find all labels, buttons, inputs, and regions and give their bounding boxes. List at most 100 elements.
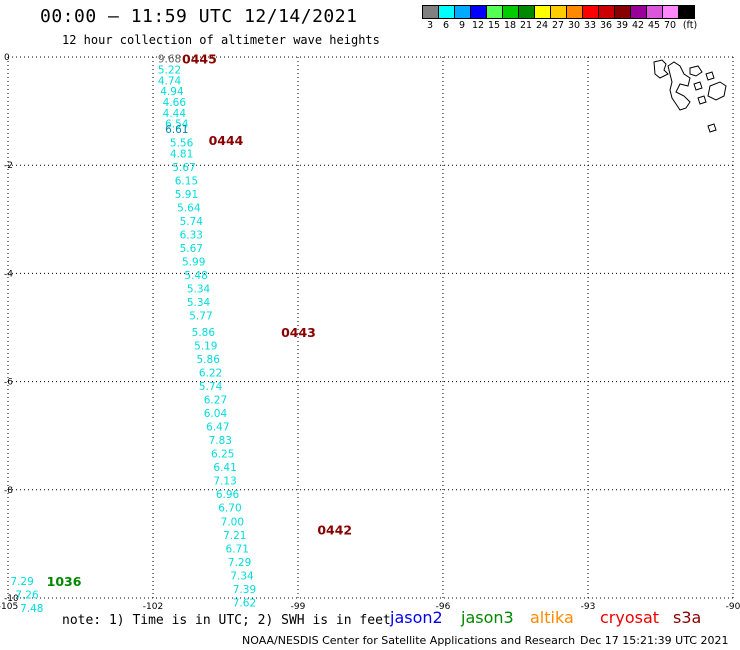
legend-label: 33 bbox=[583, 20, 597, 31]
swh-value: 6.33 bbox=[180, 230, 203, 242]
footer-note: note: 1) Time is in UTC; 2) SWH is in fe… bbox=[62, 613, 391, 628]
color-legend: 3 6 9 12 15 18 21 24 27 30 33 36 39 42 45 70 (ft) bbox=[422, 5, 698, 31]
lon-tick-label: -93 bbox=[581, 602, 596, 612]
lat-tick-label: -4 bbox=[4, 269, 13, 279]
swh-value: 5.67 bbox=[180, 243, 203, 255]
legend-swatch bbox=[678, 5, 695, 19]
lon-tick-label: -99 bbox=[291, 602, 306, 612]
swh-value: 5.99 bbox=[182, 257, 205, 269]
swh-value: 5.86 bbox=[197, 354, 221, 366]
pass-time-label: 0443 bbox=[281, 325, 316, 340]
swh-value: 4.81 bbox=[170, 148, 193, 160]
swh-value: 6.27 bbox=[204, 395, 227, 407]
satellite-legend-item: altika bbox=[530, 608, 574, 627]
swh-value: 5.22 bbox=[158, 65, 181, 77]
swh-value: 6.04 bbox=[204, 408, 228, 420]
legend-swatches bbox=[422, 5, 695, 19]
swh-value: 7.34 bbox=[230, 570, 254, 582]
swh-value: 6.47 bbox=[206, 422, 229, 434]
lon-tick-label: -96 bbox=[436, 602, 451, 612]
swh-value: 7.39 bbox=[233, 584, 256, 596]
island-shape bbox=[667, 61, 691, 111]
legend-label: 30 bbox=[567, 20, 581, 31]
pass-time-label: 0445 bbox=[182, 52, 217, 67]
swh-value: 9.68 bbox=[158, 54, 181, 66]
map-grid bbox=[7, 56, 734, 599]
swh-value: 7.29 bbox=[10, 576, 33, 588]
swh-value: 7.62 bbox=[233, 597, 256, 609]
swh-value: 7.48 bbox=[20, 603, 43, 615]
legend-label: 18 bbox=[503, 20, 517, 31]
satellite-legend-item: cryosat bbox=[600, 608, 660, 627]
swh-value: 7.29 bbox=[228, 557, 251, 569]
galapagos-islands-outline bbox=[653, 59, 727, 133]
swh-value: 6.41 bbox=[213, 462, 236, 474]
swh-value: 5.56 bbox=[170, 138, 194, 150]
lat-tick-label: -10 bbox=[4, 594, 19, 604]
lon-tick-label: -90 bbox=[726, 602, 740, 612]
island-shape bbox=[697, 95, 707, 105]
satellite-legend-item: jason3 bbox=[461, 608, 514, 627]
credit-text: NOAA/NESDIS Center for Satellite Applica… bbox=[242, 634, 576, 647]
pass-time-label: 1036 bbox=[47, 574, 82, 589]
legend-label: 15 bbox=[487, 20, 501, 31]
island-shape bbox=[705, 71, 715, 81]
pass-time-label: 0444 bbox=[209, 133, 244, 148]
swh-value: 6.54 bbox=[165, 119, 189, 131]
satellite-legend-item: jason2 bbox=[390, 608, 443, 627]
swh-value: 5.67 bbox=[172, 162, 195, 174]
legend-label: 12 bbox=[471, 20, 485, 31]
pass-time-label: 0442 bbox=[317, 522, 352, 537]
legend-label: 9 bbox=[458, 20, 466, 31]
satellite-legend-item: s3a bbox=[673, 608, 702, 627]
swh-value: 5.91 bbox=[175, 189, 198, 201]
time-labels: 0445 0444 0443 0442 1036 bbox=[47, 52, 352, 589]
swh-value: 5.34 bbox=[187, 284, 211, 296]
swh-value: 5.34 bbox=[187, 297, 211, 309]
generated-timestamp: Dec 17 15:21:39 UTC 2021 bbox=[580, 634, 729, 647]
swh-value: 5.19 bbox=[194, 340, 217, 352]
legend-label: 42 bbox=[631, 20, 645, 31]
island-shape bbox=[707, 123, 717, 133]
swh-value: 7.13 bbox=[213, 476, 236, 488]
swh-value: 7.83 bbox=[209, 435, 232, 447]
legend-label: 36 bbox=[599, 20, 613, 31]
legend-label: 70 bbox=[663, 20, 677, 31]
swh-value: 6.61 bbox=[165, 124, 188, 136]
island-shape bbox=[693, 81, 703, 91]
swh-value: 5.74 bbox=[199, 381, 223, 393]
island-shape bbox=[653, 59, 669, 79]
axis-labels: -105 -102 -99 -96 -93 -90 0 -2 -4 -6 -8 -10 bbox=[0, 53, 740, 612]
legend-label: 3 bbox=[426, 20, 434, 31]
swh-value: 4.66 bbox=[163, 97, 187, 109]
lat-tick-label: 0 bbox=[4, 53, 10, 63]
swh-value: 7.00 bbox=[221, 516, 244, 528]
swh-value: 6.70 bbox=[218, 503, 241, 515]
swh-value: 7.21 bbox=[223, 530, 246, 542]
swh-value: 5.86 bbox=[192, 327, 216, 339]
swh-value: 5.74 bbox=[180, 216, 204, 228]
legend-label: (ft) bbox=[682, 20, 698, 31]
lat-tick-label: -8 bbox=[4, 486, 13, 496]
swh-value: 6.71 bbox=[226, 543, 249, 555]
map-title: 00:00 – 11:59 UTC 12/14/2021 bbox=[40, 6, 358, 27]
lon-tick-label: -105 bbox=[0, 602, 18, 612]
swh-value: 4.44 bbox=[163, 108, 187, 120]
island-shape bbox=[707, 81, 727, 101]
legend-label: 39 bbox=[615, 20, 629, 31]
swh-value: 7.26 bbox=[15, 589, 39, 601]
swh-value: 6.22 bbox=[199, 367, 222, 379]
swh-value: 4.94 bbox=[160, 86, 184, 98]
lat-tick-label: -6 bbox=[4, 378, 13, 388]
swh-value: 5.77 bbox=[189, 311, 212, 323]
lon-tick-label: -102 bbox=[143, 602, 163, 612]
legend-label: 27 bbox=[551, 20, 565, 31]
legend-labels: 3 6 9 12 15 18 21 24 27 30 33 36 39 42 45 70 (ft) bbox=[422, 19, 698, 31]
legend-label: 21 bbox=[519, 20, 533, 31]
legend-label: 24 bbox=[535, 20, 549, 31]
legend-label: 45 bbox=[647, 20, 661, 31]
swh-value: 4.74 bbox=[158, 75, 182, 87]
swh-value: 5.64 bbox=[177, 202, 201, 214]
swh-value: 6.96 bbox=[216, 489, 240, 501]
